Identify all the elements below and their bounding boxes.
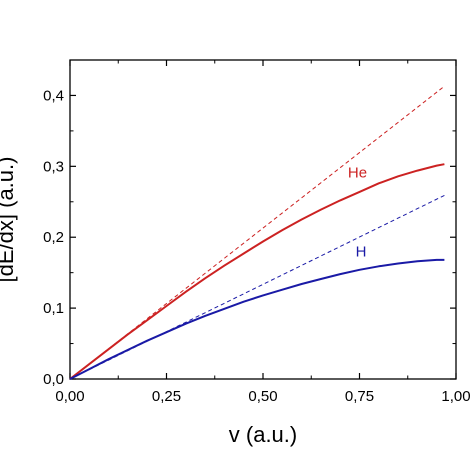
h-solid-line [69,258,445,380]
he-solid-line [69,163,445,380]
x-axis-title: v (a.u.) [229,422,297,447]
reference-dashed-line [69,85,445,380]
x-tick-label: 0,50 [248,388,277,405]
y-tick-label: 0,4 [43,87,64,104]
y-tick-label: 0,1 [43,300,64,317]
x-tick-label: 0,25 [152,388,181,405]
y-tick-label: 0,2 [43,229,64,246]
x-tick-label: 1,00 [441,388,470,405]
y-tick-label: 0,0 [43,371,64,388]
series-label-h: H [356,243,367,260]
y-tick-label: 0,3 [43,158,64,175]
series-label-he: He [348,165,367,182]
x-tick-label: 0,00 [55,388,84,405]
y-axis-title: [dE/dx] (a.u.) [0,157,18,283]
x-tick-label: 0,75 [345,388,374,405]
plot-frame [69,59,457,380]
